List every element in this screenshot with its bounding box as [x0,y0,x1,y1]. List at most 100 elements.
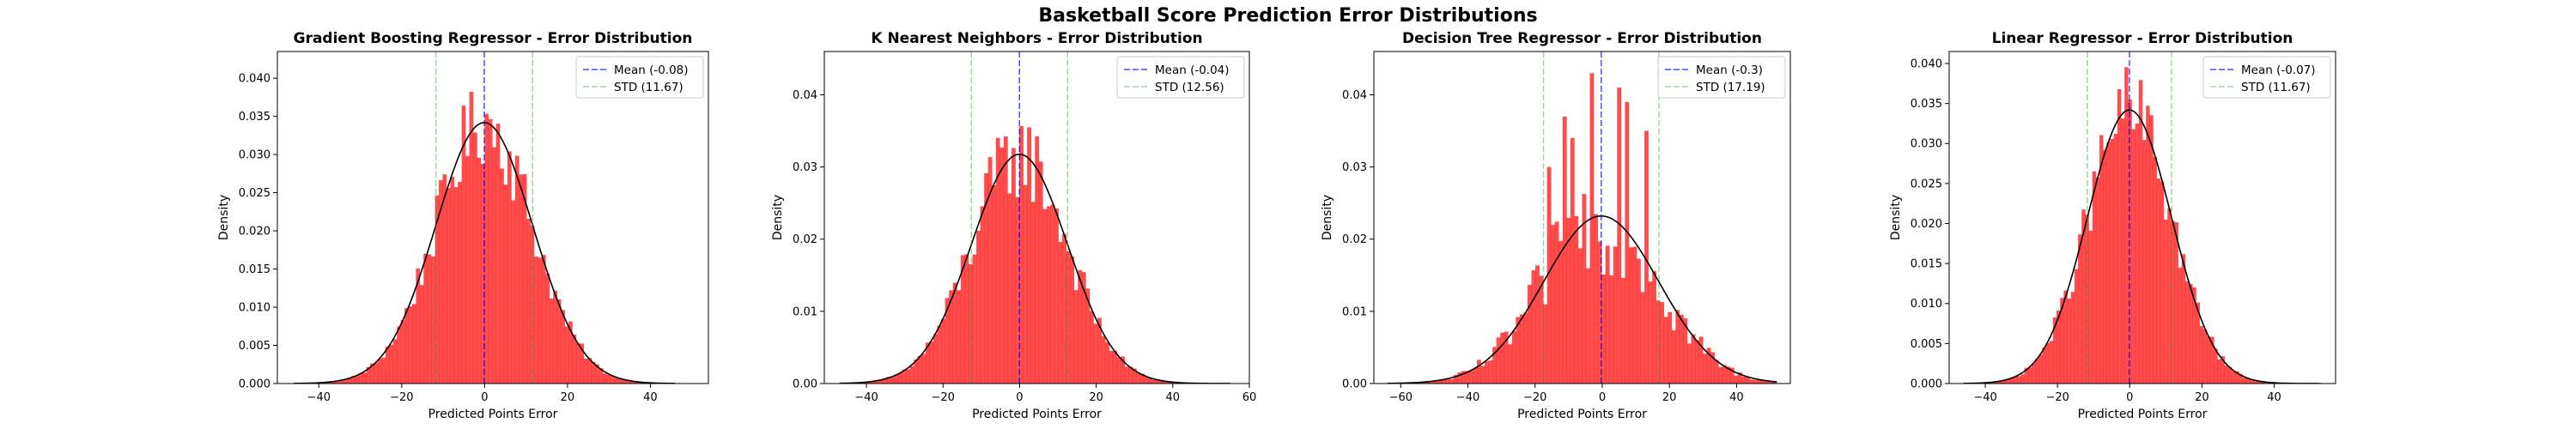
histogram-bar [1570,137,1575,384]
histogram-bar [473,132,477,384]
histogram-bar [1683,318,1688,384]
histogram-bar [495,124,501,384]
y-tick-label: 0.04 [793,89,817,102]
histogram-bar [980,206,985,384]
histogram-bar [453,187,459,384]
histogram-bar [1027,127,1032,384]
histogram-bar [408,305,413,384]
subplot-title: Linear Regressor - Error Distribution [1992,30,2293,47]
histogram-bar [1121,356,1126,384]
histogram-bar [1062,233,1066,384]
x-tick-label: 20 [561,391,575,404]
histogram-bar [1511,330,1516,384]
figure-suptitle: Basketball Score Prediction Error Distri… [1038,5,1537,27]
histogram-bar [1437,380,1443,384]
histogram-bar [1163,381,1169,384]
histogram-bar [933,334,938,384]
histogram-bar [484,113,489,384]
histogram-bar [1019,126,1024,384]
histogram-bar [1492,347,1497,384]
histogram-bar [507,151,512,384]
histogram-bar [1566,217,1571,384]
histogram-bar [2020,374,2025,384]
histogram-bar [1737,372,1742,384]
axes-frame [1948,51,2336,384]
histogram-bar [1038,161,1043,384]
y-tick-label: 0.02 [1342,233,1367,246]
x-tick-label: −20 [1523,391,1546,404]
histogram-bar [964,254,969,384]
histogram-bar [1625,101,1630,384]
histogram-bar [2260,381,2264,384]
histogram-bar [2235,371,2239,384]
histogram-bar [400,320,405,384]
histogram-bar [1073,290,1078,384]
histogram-bar [1628,247,1633,384]
histogram-bar [339,380,344,384]
normal-fit-curve [1963,109,2322,384]
histogram-bar [1015,196,1020,384]
histogram-bar [1132,368,1137,384]
histogram-bar [952,282,957,384]
normal-fit-curve [839,153,1230,384]
histogram-bar [1753,379,1758,384]
histogram-bar [397,326,401,384]
x-tick-label: −20 [390,391,413,404]
histogram-bar [2081,209,2086,384]
histogram-bar [1668,311,1673,384]
histogram-bar [1734,375,1739,384]
histogram-bar [960,255,965,384]
x-axis-label: Predicted Points Error [2078,408,2208,421]
histogram-bar [906,369,911,384]
histogram-bar [898,372,902,384]
subplot-title: Gradient Boosting Regressor - Error Dist… [294,30,693,47]
histogram-bar [949,290,954,384]
histogram-bar [1430,381,1435,384]
histogram-bar [568,321,573,384]
histogram-bar [1473,367,1478,384]
histogram-bar [1632,246,1637,384]
histogram-bar [1613,246,1618,384]
histogram-bar [1124,366,1129,384]
histogram-bar [1457,372,1462,384]
histogram-bar [1589,73,1595,384]
histogram-bar [427,254,432,384]
histogram-bar [1007,193,1012,384]
histogram-bar [1109,350,1114,384]
histogram-bar [1003,136,1008,384]
histogram-bar [2070,292,2075,384]
histogram-bar [1159,380,1164,384]
histogram-bar [622,380,626,384]
histogram-bar [2088,230,2093,384]
histogram-bar [469,91,474,384]
y-tick-label: 0.035 [1911,98,1942,111]
histogram-bar [1461,371,1466,384]
legend: Mean (-0.08) STD (11.67) [575,56,704,99]
x-tick-label: 20 [2195,391,2209,404]
histogram-bar [2160,181,2165,384]
y-tick-label: 0.025 [1911,178,1942,190]
histogram-bar [1671,329,1676,384]
histogram-bar [937,325,942,384]
histogram-bar [404,308,409,384]
y-axis-label: Density [217,195,231,240]
histogram-bar [1637,258,1641,384]
legend-std-label: STD (17.19) [1696,81,1765,94]
y-tick-label: 0.00 [793,378,817,391]
subplot-4: −40 −20 0 20 40 0.000 0.005 0.010 0.015 0.020 0.02… [1889,30,2336,421]
histogram-bar [2232,371,2236,384]
histogram-bar [1999,380,2003,384]
histogram-bar [1558,240,1564,384]
legend-mean-label: Mean (-0.08) [614,63,689,77]
histogram-bar [2206,336,2211,384]
histogram-bar [2167,208,2172,384]
legend: Mean (-0.04) STD (12.56) [1116,56,1245,99]
histogram-bar [572,335,577,384]
histogram-bar [587,358,592,384]
histogram-bar [2242,378,2247,384]
x-axis-label: Predicted Points Error [1517,408,1647,421]
histogram-bar [1097,317,1102,384]
histogram-bar [2149,115,2154,384]
histogram-bar [1105,341,1109,384]
